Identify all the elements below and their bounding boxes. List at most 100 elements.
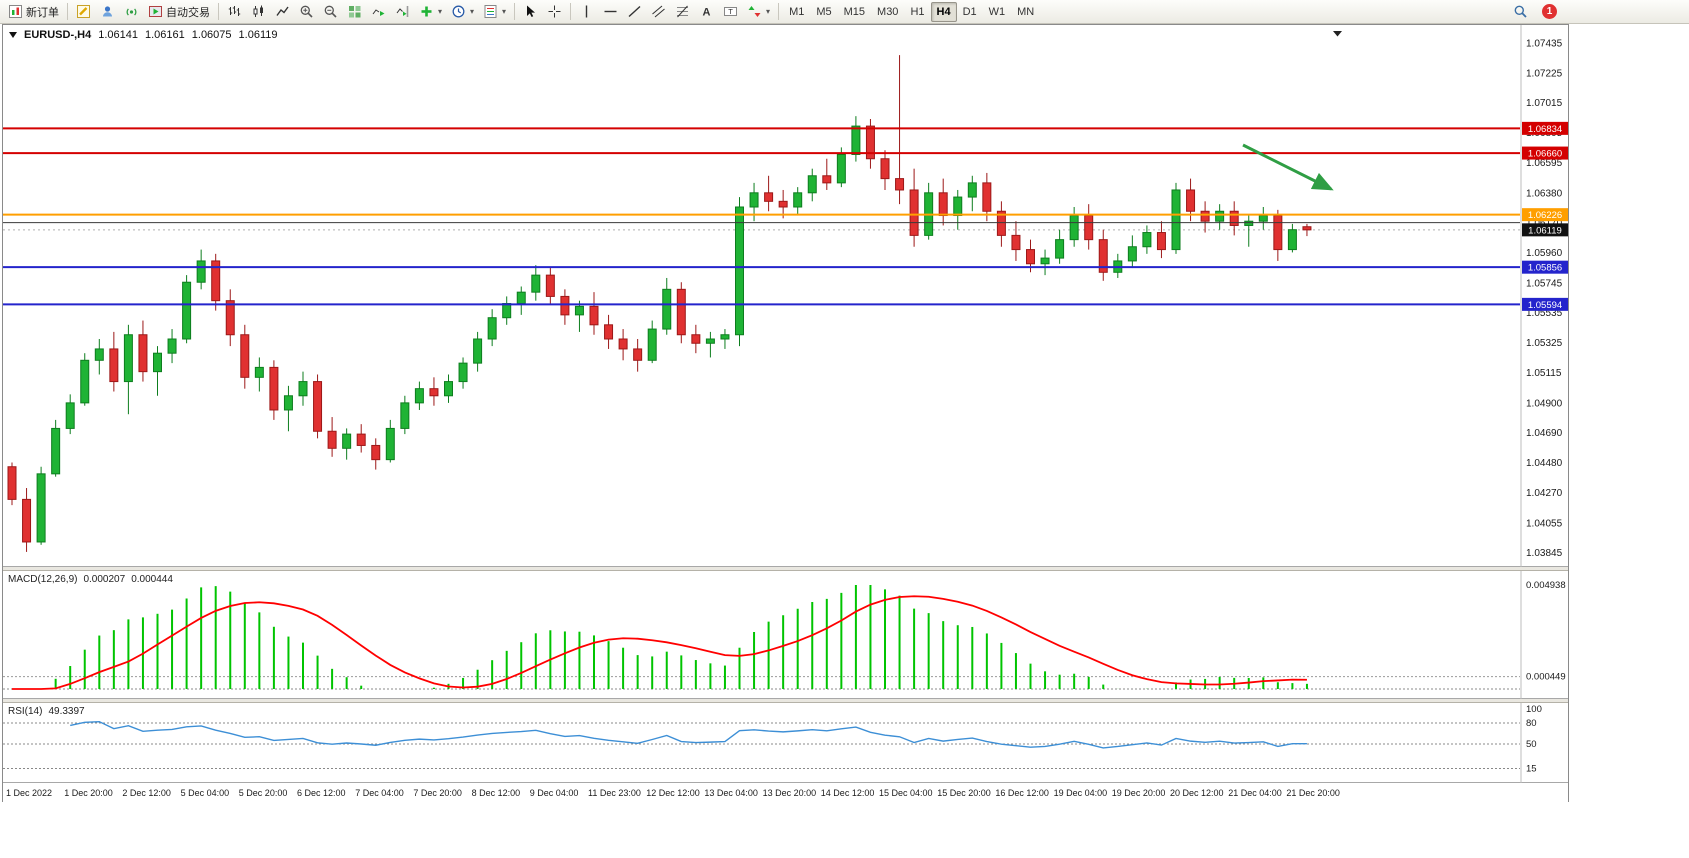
time-axis-label: 2 Dec 12:00 (122, 788, 171, 798)
horizontal-line-button[interactable] (599, 2, 622, 22)
timeframe-h1[interactable]: H1 (910, 5, 925, 18)
main-toolbar: 新订单 自动交易 (0, 0, 1689, 24)
svg-text:1.05856: 1.05856 (1528, 263, 1562, 274)
svg-text:1.05535: 1.05535 (1526, 308, 1563, 319)
metaeditor-button[interactable] (72, 2, 95, 22)
chart-shift-button[interactable] (391, 2, 414, 22)
crosshair-button[interactable] (543, 2, 566, 22)
notification-badge[interactable]: 1 (1542, 4, 1557, 19)
svg-text:1.05960: 1.05960 (1526, 248, 1563, 259)
time-axis-label: 1 Dec 2022 (6, 788, 53, 798)
auto-scroll-icon (372, 9, 385, 16)
time-axis-label: 19 Dec 20:00 (1111, 788, 1166, 798)
trendline-icon (628, 5, 641, 18)
fibonacci-button[interactable] (671, 2, 694, 22)
timeframe-mn[interactable]: MN (1017, 5, 1035, 18)
indicators-button[interactable] (415, 2, 446, 22)
tile-windows-button[interactable] (343, 2, 366, 22)
time-axis-label: 14 Dec 12:00 (820, 788, 875, 798)
ohlc-low: 1.06075 (191, 29, 232, 41)
macd-canvas[interactable]: 0.004938 0.000449 (3, 571, 1568, 699)
bid-price-box (1522, 223, 1568, 237)
new-order-icon (9, 5, 22, 18)
price-level-box (1522, 208, 1568, 222)
pencil-icon (77, 5, 90, 18)
price-level-box (1522, 260, 1568, 274)
rsi-line (70, 720, 1307, 749)
svg-text:1.06660: 1.06660 (1528, 149, 1562, 160)
time-axis-label: 7 Dec 04:00 (355, 788, 404, 798)
timeframe-m5[interactable]: M5 (816, 5, 832, 18)
timeframe-w1[interactable]: W1 (988, 5, 1006, 18)
svg-text:0.004938: 0.004938 (1526, 580, 1566, 591)
trend-arrow-annotation[interactable] (1242, 143, 1334, 191)
time-axis-label: 20 Dec 12:00 (1170, 788, 1224, 798)
svg-text:1.04270: 1.04270 (1526, 488, 1563, 499)
text-button[interactable]: A (695, 2, 718, 22)
time-axis[interactable]: 1 Dec 2022 1 Dec 20:00 2 Dec 12:00 5 Dec 04… (3, 783, 1568, 803)
horizontal-line-icon (604, 10, 617, 13)
timeframe-m15[interactable]: M15 (843, 5, 866, 18)
search-icon (1514, 5, 1527, 18)
timeframe-m30[interactable]: M30 (877, 5, 899, 18)
svg-text:1.06595: 1.06595 (1526, 158, 1563, 169)
main-chart-canvas[interactable]: 1.074351.072251.070151.068051.065951.063… (3, 25, 1568, 567)
search-button[interactable] (1509, 2, 1532, 22)
bar-chart-button[interactable] (223, 2, 246, 22)
chart-expand-icon[interactable] (9, 32, 17, 38)
chart-menu-triangle-icon[interactable] (1333, 31, 1342, 37)
signals-button[interactable] (120, 2, 143, 22)
svg-text:1.06834: 1.06834 (1528, 124, 1562, 135)
time-axis-label: 5 Dec 20:00 (238, 788, 288, 798)
toolbar-separator (778, 3, 780, 20)
crosshair-icon (548, 5, 561, 18)
price-level-box (1522, 297, 1568, 311)
ohlc-close: 1.06119 (238, 29, 278, 41)
time-axis-label: 12 Dec 12:00 (646, 788, 700, 798)
svg-text:1.04055: 1.04055 (1526, 518, 1563, 529)
timeframe-m1[interactable]: M1 (789, 5, 805, 18)
chart-title: EURUSD-,H4 1.06141 1.06161 1.06075 1.061… (9, 29, 277, 41)
zoom-out-button[interactable] (319, 2, 342, 22)
time-axis-label: 13 Dec 20:00 (762, 788, 817, 798)
time-axis-label: 16 Dec 12:00 (995, 788, 1049, 798)
community-button[interactable] (96, 2, 119, 22)
svg-text:A: A (703, 7, 711, 19)
label-icon: T (724, 7, 738, 16)
person-icon (103, 6, 112, 17)
panel-splitter[interactable] (3, 567, 1568, 571)
broadcast-icon (126, 8, 137, 16)
macd-name: MACD(12,26,9) (8, 574, 78, 585)
svg-text:100: 100 (1526, 704, 1542, 715)
text-label-button[interactable]: T (719, 2, 742, 22)
timeframe-h4[interactable]: H4 (930, 1, 957, 22)
template-icon (484, 5, 497, 18)
arrows-button[interactable] (743, 2, 774, 22)
svg-text:1.05745: 1.05745 (1526, 278, 1563, 289)
vertical-line-button[interactable] (575, 2, 598, 22)
macd-histogram (54, 585, 1308, 689)
candlestick-chart-button[interactable] (247, 2, 270, 22)
macd-value-main: 0.000207 (83, 574, 126, 585)
panel-splitter[interactable] (3, 699, 1568, 703)
rsi-canvas[interactable]: 100 80 50 15 (3, 703, 1568, 783)
timeframe-d1[interactable]: D1 (962, 5, 977, 18)
ohlc-bars-icon (228, 6, 241, 16)
time-axis-label: 15 Dec 04:00 (879, 788, 933, 798)
auto-trading-button[interactable]: 自动交易 (144, 2, 214, 22)
auto-trading-label: 自动交易 (166, 6, 210, 19)
svg-text:50: 50 (1526, 739, 1537, 750)
periods-button[interactable] (447, 2, 478, 22)
new-order-button[interactable]: 新订单 (4, 2, 63, 22)
cursor-button[interactable] (519, 2, 542, 22)
auto-scroll-button[interactable] (367, 2, 390, 22)
time-axis-label: 21 Dec 04:00 (1228, 788, 1282, 798)
zoom-in-button[interactable] (295, 2, 318, 22)
rsi-value: 49.3397 (48, 706, 85, 717)
time-axis-label: 9 Dec 04:00 (529, 788, 579, 798)
templates-button[interactable] (479, 2, 510, 22)
main-chart-panel: 1.074351.072251.070151.068051.065951.063… (3, 25, 1568, 567)
trendline-button[interactable] (623, 2, 646, 22)
line-chart-button[interactable] (271, 2, 294, 22)
channel-button[interactable] (647, 2, 670, 22)
